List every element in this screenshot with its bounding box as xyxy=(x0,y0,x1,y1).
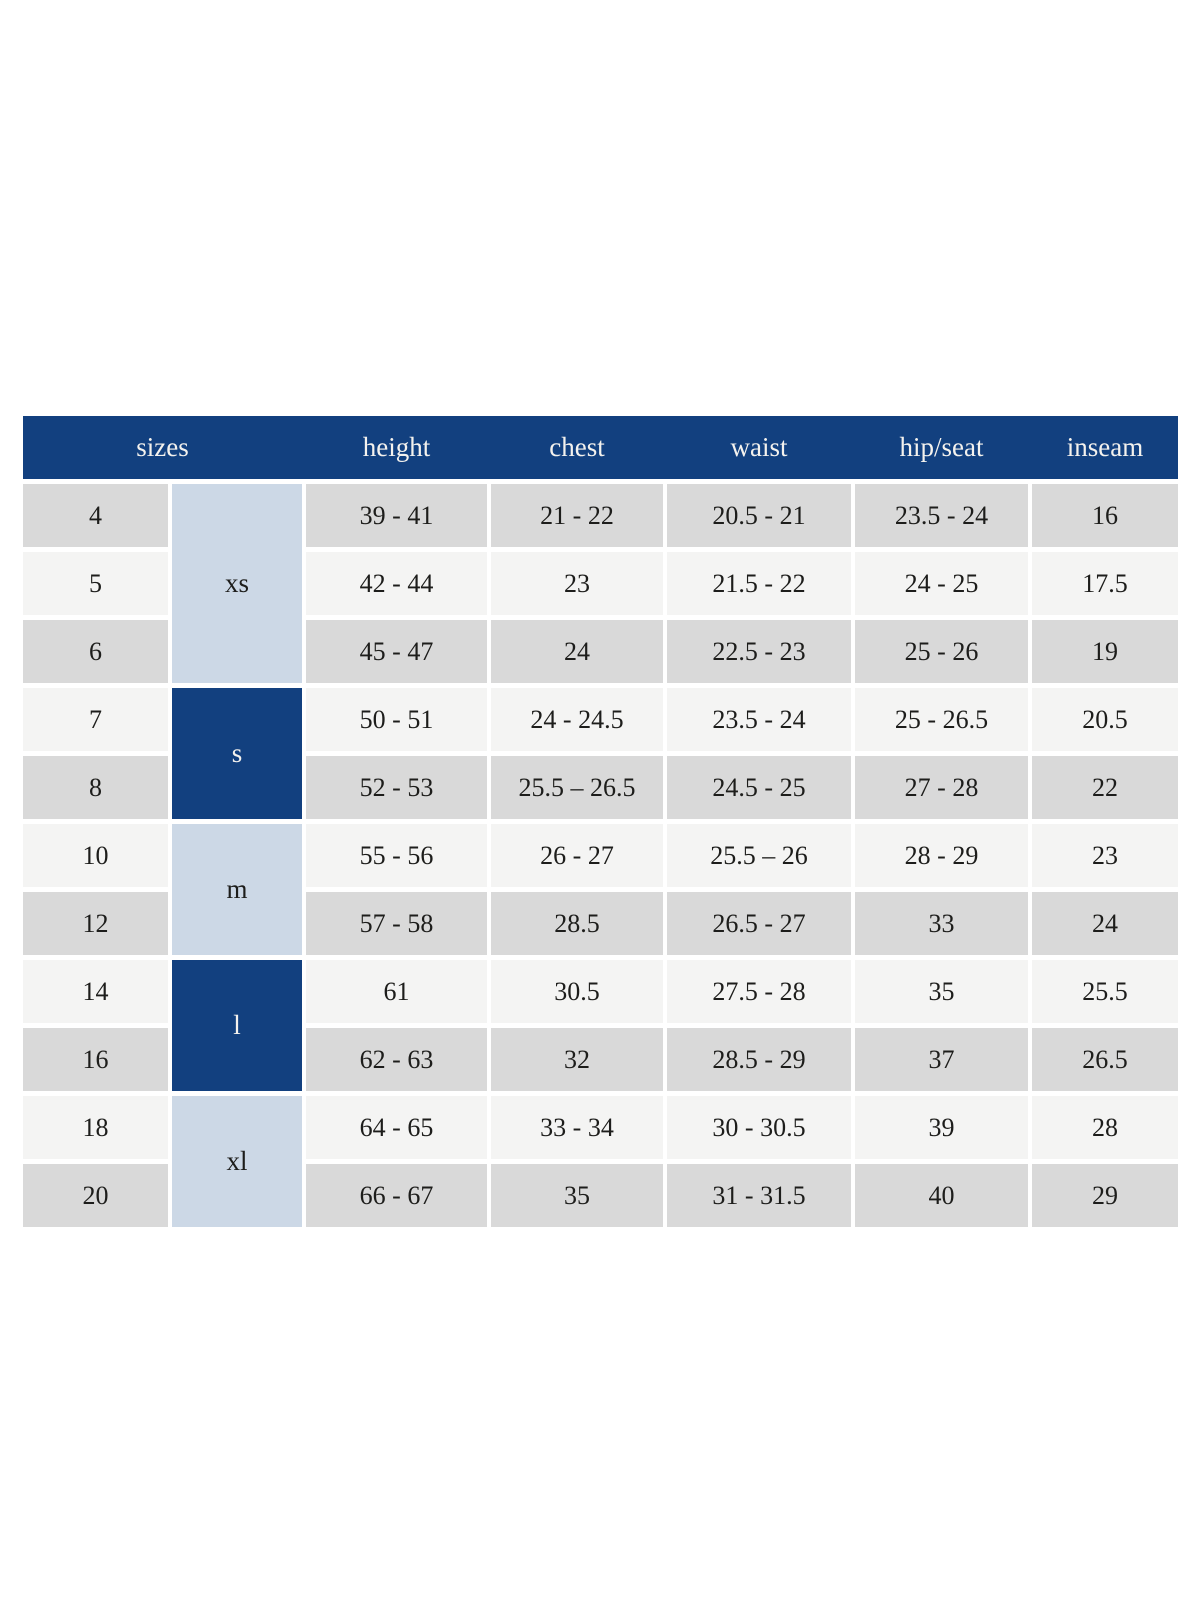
group-cell-xl: xl xyxy=(172,1096,302,1227)
inseam-cell: 25.5 xyxy=(1032,960,1178,1023)
waist-cell: 25.5 – 26 xyxy=(667,824,851,887)
inseam-cell: 28 xyxy=(1032,1096,1178,1159)
hip-seat-cell: 37 xyxy=(855,1028,1028,1091)
chest-cell: 24 - 24.5 xyxy=(491,688,663,751)
inseam-cell: 20.5 xyxy=(1032,688,1178,751)
hip-seat-cell: 28 - 29 xyxy=(855,824,1028,887)
inseam-cell: 29 xyxy=(1032,1164,1178,1227)
chest-cell: 25.5 – 26.5 xyxy=(491,756,663,819)
inseam-cell: 26.5 xyxy=(1032,1028,1178,1091)
inseam-cell: 19 xyxy=(1032,620,1178,683)
chest-cell: 21 - 22 xyxy=(491,484,663,547)
waist-cell: 28.5 - 29 xyxy=(667,1028,851,1091)
chest-cell: 30.5 xyxy=(491,960,663,1023)
size-cell: 7 xyxy=(23,688,168,751)
waist-cell: 24.5 - 25 xyxy=(667,756,851,819)
chest-cell: 35 xyxy=(491,1164,663,1227)
inseam-cell: 16 xyxy=(1032,484,1178,547)
hip-seat-cell: 23.5 - 24 xyxy=(855,484,1028,547)
size-cell: 16 xyxy=(23,1028,168,1091)
waist-cell: 30 - 30.5 xyxy=(667,1096,851,1159)
height-cell: 50 - 51 xyxy=(306,688,487,751)
group-cell-xs: xs xyxy=(172,484,302,683)
waist-cell: 23.5 - 24 xyxy=(667,688,851,751)
size-cell: 10 xyxy=(23,824,168,887)
height-cell: 61 xyxy=(306,960,487,1023)
height-cell: 39 - 41 xyxy=(306,484,487,547)
height-cell: 42 - 44 xyxy=(306,552,487,615)
size-cell: 8 xyxy=(23,756,168,819)
chest-cell: 24 xyxy=(491,620,663,683)
size-cell: 6 xyxy=(23,620,168,683)
height-cell: 64 - 65 xyxy=(306,1096,487,1159)
waist-cell: 20.5 - 21 xyxy=(667,484,851,547)
height-cell: 45 - 47 xyxy=(306,620,487,683)
hip-seat-cell: 33 xyxy=(855,892,1028,955)
chest-cell: 32 xyxy=(491,1028,663,1091)
hip-seat-cell: 40 xyxy=(855,1164,1028,1227)
size-cell: 20 xyxy=(23,1164,168,1227)
hip-seat-cell: 24 - 25 xyxy=(855,552,1028,615)
hip-seat-cell: 35 xyxy=(855,960,1028,1023)
waist-cell: 21.5 - 22 xyxy=(667,552,851,615)
height-cell: 55 - 56 xyxy=(306,824,487,887)
group-cell-s: s xyxy=(172,688,302,819)
inseam-cell: 24 xyxy=(1032,892,1178,955)
hip-seat-cell: 27 - 28 xyxy=(855,756,1028,819)
group-cell-m: m xyxy=(172,824,302,955)
size-chart-table: sizes height chest waist hip/seat inseam… xyxy=(23,416,1178,1227)
group-cell-l: l xyxy=(172,960,302,1091)
header-sizes: sizes xyxy=(136,432,189,462)
chest-cell: 33 - 34 xyxy=(491,1096,663,1159)
chest-cell: 23 xyxy=(491,552,663,615)
waist-cell: 22.5 - 23 xyxy=(667,620,851,683)
height-cell: 66 - 67 xyxy=(306,1164,487,1227)
waist-cell: 31 - 31.5 xyxy=(667,1164,851,1227)
hip-seat-cell: 25 - 26.5 xyxy=(855,688,1028,751)
size-cell: 5 xyxy=(23,552,168,615)
waist-cell: 26.5 - 27 xyxy=(667,892,851,955)
size-cell: 14 xyxy=(23,960,168,1023)
hip-seat-cell: 39 xyxy=(855,1096,1028,1159)
inseam-cell: 17.5 xyxy=(1032,552,1178,615)
inseam-cell: 22 xyxy=(1032,756,1178,819)
size-cell: 4 xyxy=(23,484,168,547)
height-cell: 52 - 53 xyxy=(306,756,487,819)
size-cell: 12 xyxy=(23,892,168,955)
header-inseam: inseam xyxy=(1066,432,1144,462)
header-hip-seat: hip/seat xyxy=(899,432,984,462)
size-cell: 18 xyxy=(23,1096,168,1159)
height-cell: 57 - 58 xyxy=(306,892,487,955)
chest-cell: 26 - 27 xyxy=(491,824,663,887)
height-cell: 62 - 63 xyxy=(306,1028,487,1091)
hip-seat-cell: 25 - 26 xyxy=(855,620,1028,683)
inseam-cell: 23 xyxy=(1032,824,1178,887)
header-height: height xyxy=(362,432,431,462)
chest-cell: 28.5 xyxy=(491,892,663,955)
waist-cell: 27.5 - 28 xyxy=(667,960,851,1023)
header-waist: waist xyxy=(730,432,788,462)
table-header-row: sizes height chest waist hip/seat inseam xyxy=(23,416,1178,479)
header-chest: chest xyxy=(549,432,605,462)
